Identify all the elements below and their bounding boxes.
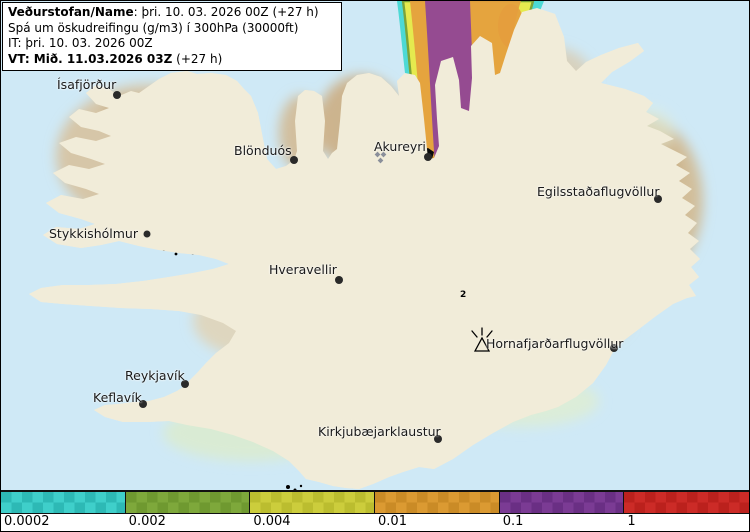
info-line-4-bold: VT: Mið. 11.03.2026 03Z	[8, 51, 173, 66]
colorbar-label: 1	[627, 514, 636, 529]
colorbar-strip	[1, 490, 749, 514]
place-label-hveravellir: Hveravellir	[269, 262, 337, 277]
concentration-colorbar: 0.0002 0.002 0.004 0.01 0.1 1	[1, 490, 749, 531]
place-dot-reykjavik	[181, 380, 189, 388]
place-label-egilsstadir: Egilsstaðaflugvöllur	[537, 184, 660, 199]
place-dot-keflavik	[139, 400, 147, 408]
colorbar-segment-0.01	[375, 492, 500, 513]
info-line-1-bold: Veðurstofan/Name	[8, 5, 134, 19]
info-line-1-rest: : þri. 10. 03. 2026 00Z (+27 h)	[133, 5, 319, 19]
place-dot-stykkisholmur	[143, 230, 151, 238]
place-label-isafjordur: Ísafjörður	[57, 77, 117, 92]
plume-max-contour-label: 2	[460, 290, 467, 300]
colorbar-label: 0.002	[128, 514, 166, 529]
place-label-blonduos: Blönduós	[234, 143, 292, 158]
forecast-info-box: Veðurstofan/Name: þri. 10. 03. 2026 00Z …	[2, 2, 342, 71]
info-line-3: IT: þri. 10. 03. 2026 00Z	[8, 36, 153, 50]
colorbar-label: 0.0002	[4, 514, 50, 529]
place-dot-egilsstadir	[654, 195, 662, 203]
place-dot-isafjordur	[113, 91, 121, 99]
colorbar-segment-0.1	[499, 492, 625, 513]
colorbar-label: 0.01	[378, 514, 407, 529]
station-glyph	[374, 151, 387, 164]
place-dots	[113, 91, 662, 443]
colorbar-segment-0.004	[250, 492, 376, 513]
place-dot-hornafjordur	[610, 344, 618, 352]
place-label-hornafjordur: Hornafjarðarflugvöllur	[486, 336, 624, 351]
info-line-4: VT: Mið. 11.03.2026 03Z (+27 h)	[8, 52, 336, 68]
info-line-4-rest: (+27 h)	[172, 51, 223, 66]
info-line-1: Veðurstofan/Name: þri. 10. 03. 2026 00Z …	[8, 5, 336, 21]
colorbar-label: 0.1	[502, 514, 524, 529]
place-dot-kirkjubaejarklaustur	[434, 435, 442, 443]
place-label-reykjavik: Reykjavík	[125, 368, 185, 383]
colorbar-label: 0.004	[253, 514, 291, 529]
place-label-kirkjubaejarklaustur: Kirkjubæjarklaustur	[318, 424, 441, 439]
colorbar-segment-1	[624, 492, 749, 513]
eruption-site-icon	[471, 327, 493, 352]
info-line-2: Spá um öskudreifingu (g/m3) í 300hPa (30…	[8, 20, 299, 35]
place-dot-akureyri	[424, 153, 432, 161]
colorbar-segment-0.002	[125, 492, 251, 513]
place-label-akureyri: Akureyri	[374, 139, 426, 154]
colorbar-labels: 0.0002 0.002 0.004 0.01 0.1 1	[1, 514, 749, 531]
place-dot-blonduos	[290, 156, 298, 164]
colorbar-segment-0.0002	[1, 492, 126, 513]
place-dot-hveravellir	[335, 276, 343, 284]
place-label-keflavik: Keflavík	[93, 390, 142, 405]
place-label-stykkisholmur: Stykkishólmur	[49, 226, 138, 241]
